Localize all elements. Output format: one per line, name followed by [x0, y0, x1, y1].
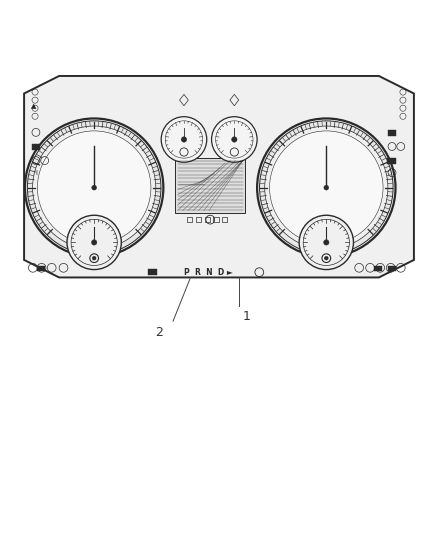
Circle shape [325, 256, 328, 260]
Circle shape [92, 185, 97, 190]
Text: P  R  N  D ►: P R N D ► [184, 268, 233, 277]
Circle shape [265, 126, 388, 249]
Circle shape [299, 215, 353, 270]
FancyBboxPatch shape [148, 269, 157, 275]
Text: I: I [35, 169, 37, 176]
FancyBboxPatch shape [387, 158, 396, 164]
Circle shape [212, 117, 257, 162]
FancyBboxPatch shape [388, 130, 396, 136]
Circle shape [260, 121, 393, 254]
Circle shape [37, 131, 151, 245]
FancyBboxPatch shape [37, 265, 45, 271]
Circle shape [161, 117, 207, 162]
Circle shape [324, 185, 329, 190]
Polygon shape [24, 76, 414, 278]
Circle shape [28, 121, 161, 254]
Circle shape [32, 126, 156, 249]
Circle shape [92, 256, 96, 260]
FancyBboxPatch shape [374, 265, 382, 271]
FancyBboxPatch shape [175, 158, 245, 213]
FancyBboxPatch shape [32, 144, 40, 150]
Text: 1: 1 [243, 310, 251, 324]
Text: 2: 2 [155, 326, 163, 338]
Circle shape [269, 131, 383, 245]
Circle shape [67, 215, 121, 270]
Circle shape [232, 137, 237, 142]
FancyBboxPatch shape [388, 265, 396, 271]
Circle shape [324, 240, 329, 245]
Text: ▲: ▲ [31, 103, 36, 109]
Circle shape [181, 137, 187, 142]
Circle shape [92, 240, 97, 245]
